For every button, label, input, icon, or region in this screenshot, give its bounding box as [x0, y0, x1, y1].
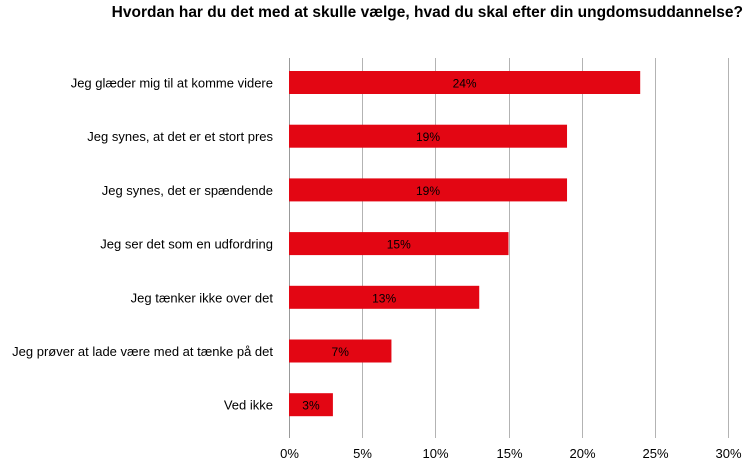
bar: [289, 285, 480, 309]
bar: [289, 232, 509, 256]
category-label: Jeg synes, det er spændende: [102, 183, 273, 198]
category-label: Jeg synes, at det er et stort pres: [87, 129, 273, 144]
category-label: Ved ikke: [224, 398, 273, 413]
bars: [289, 71, 641, 417]
x-tick-label: 10%: [422, 446, 448, 461]
category-label: Jeg ser det som en udfordring: [100, 237, 273, 252]
data-label: 24%: [453, 77, 477, 91]
x-tick-label: 20%: [569, 446, 595, 461]
category-label: Jeg tænker ikke over det: [131, 290, 274, 305]
bar: [289, 339, 392, 363]
bar: [289, 124, 568, 148]
data-label: 3%: [302, 399, 320, 413]
bar: [289, 393, 333, 417]
x-tick-label: 25%: [642, 446, 668, 461]
x-tick-label: 30%: [715, 446, 741, 461]
data-label: 19%: [416, 184, 440, 198]
x-tick-label: 5%: [353, 446, 372, 461]
category-label: Jeg prøver at lade være med at tænke på …: [12, 344, 273, 359]
chart-title: Hvordan har du det med at skulle vælge, …: [111, 4, 743, 21]
data-label: 13%: [372, 291, 396, 305]
x-tick-label: 15%: [496, 446, 522, 461]
x-tick-label: 0%: [280, 446, 299, 461]
data-label: 7%: [332, 345, 350, 359]
bar: [289, 178, 568, 202]
data-label: 19%: [416, 130, 440, 144]
labels: 0% 5% 10% 15% 20% 25% 30% Jeg glæder mig til at…: [12, 76, 742, 462]
category-label: Jeg glæder mig til at komme videre: [71, 76, 273, 91]
data-label: 15%: [387, 238, 411, 252]
bar: [289, 71, 641, 94]
